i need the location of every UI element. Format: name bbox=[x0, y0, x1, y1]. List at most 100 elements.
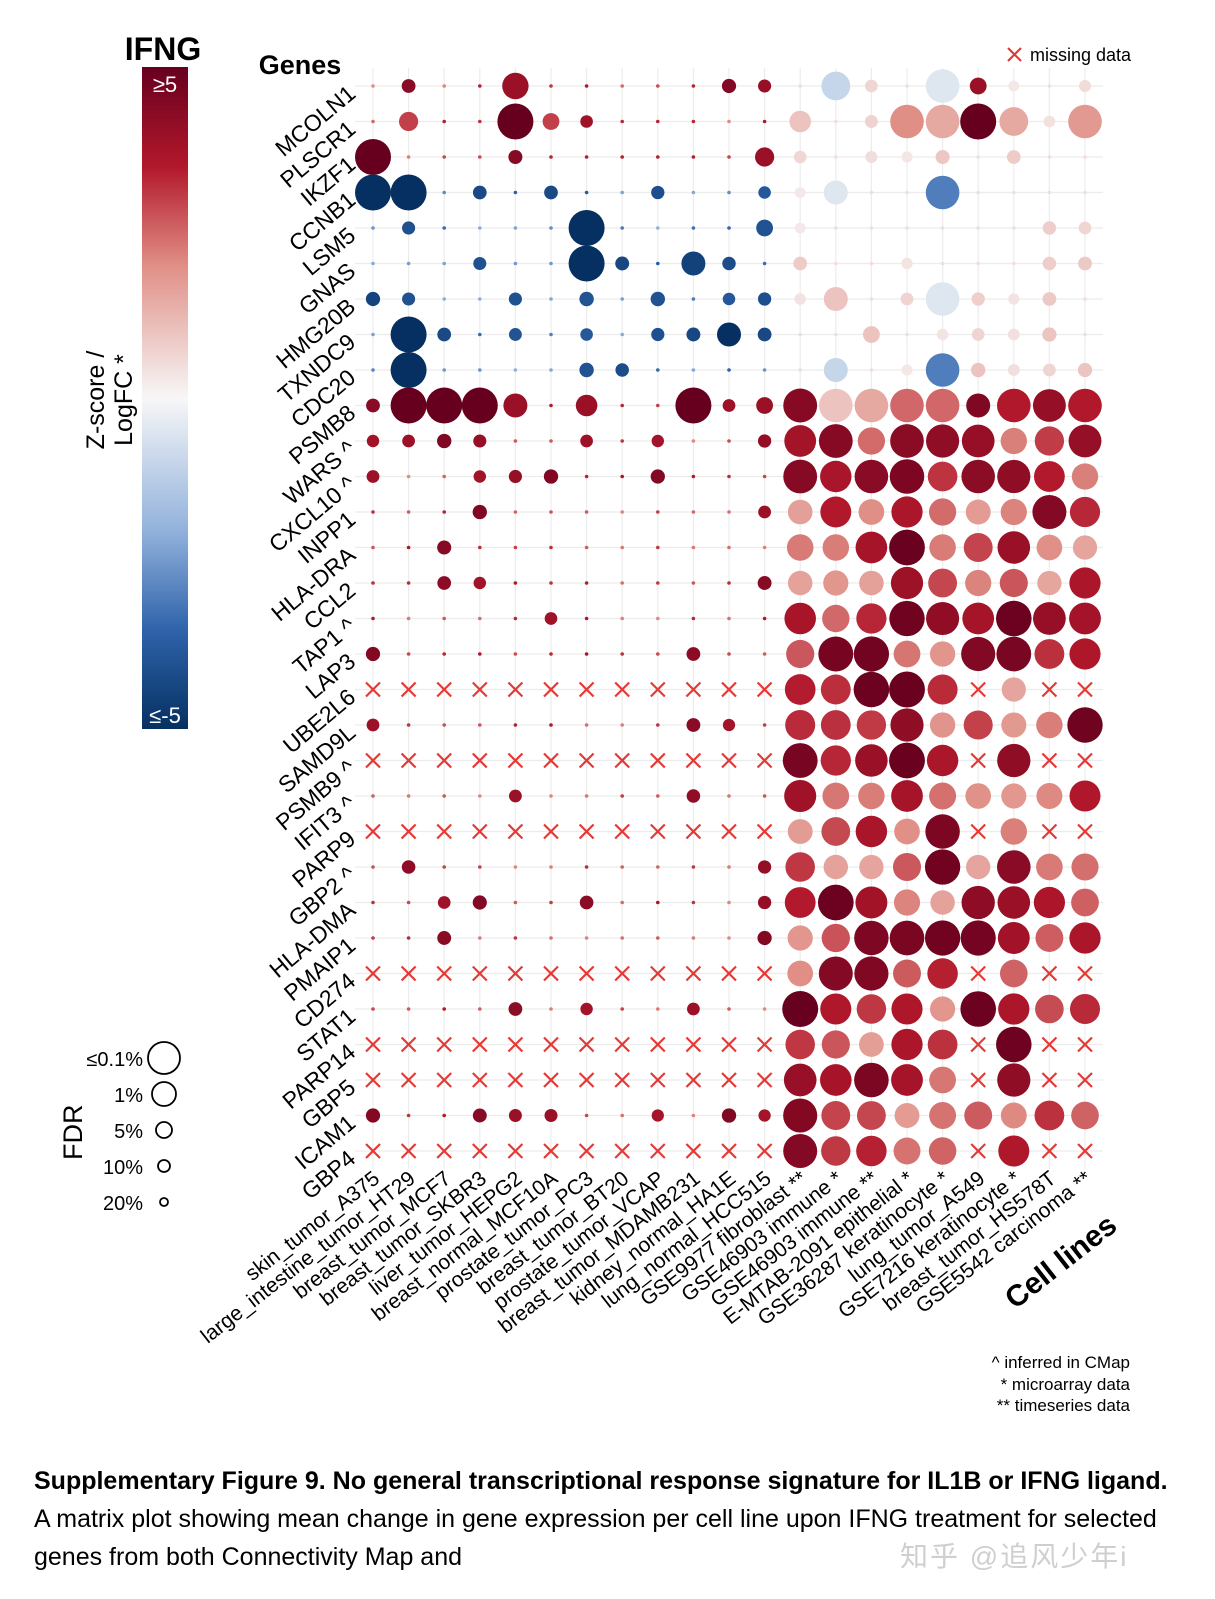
data-dot bbox=[1068, 388, 1102, 423]
watermark-text: 知乎 @追风少年i bbox=[900, 1541, 1129, 1572]
missing-marker bbox=[614, 1072, 630, 1088]
data-dot bbox=[727, 510, 731, 514]
missing-marker bbox=[685, 1072, 702, 1088]
data-dot bbox=[406, 1007, 411, 1011]
missing-marker bbox=[400, 1036, 417, 1053]
data-dot bbox=[472, 185, 487, 200]
data-dot bbox=[355, 174, 391, 211]
data-dot bbox=[722, 256, 736, 271]
data-dot bbox=[503, 393, 528, 418]
data-dot bbox=[686, 647, 701, 661]
data-dot bbox=[1069, 780, 1101, 812]
missing-marker bbox=[756, 1143, 773, 1159]
data-dot bbox=[834, 226, 838, 230]
data-dot bbox=[727, 545, 731, 550]
data-dot bbox=[971, 328, 985, 341]
data-dot bbox=[549, 545, 553, 550]
data-dot bbox=[473, 256, 487, 271]
missing-marker bbox=[756, 823, 773, 840]
data-dot bbox=[1033, 886, 1066, 919]
data-dot bbox=[787, 960, 814, 987]
data-dot bbox=[755, 147, 775, 167]
data-dot bbox=[371, 936, 375, 940]
data-dot bbox=[371, 510, 375, 514]
data-dot bbox=[834, 155, 838, 159]
data-dot bbox=[940, 261, 945, 266]
data-dot bbox=[549, 84, 553, 88]
data-dot bbox=[1012, 190, 1016, 195]
data-dot bbox=[1012, 261, 1016, 266]
data-dot bbox=[406, 581, 411, 585]
data-dot bbox=[834, 119, 838, 124]
data-dot bbox=[823, 570, 849, 596]
data-dot bbox=[727, 155, 731, 159]
data-dot bbox=[783, 1063, 817, 1097]
data-dot bbox=[998, 993, 1030, 1025]
data-dot bbox=[656, 119, 660, 124]
data-dot bbox=[579, 362, 594, 378]
data-dot bbox=[962, 602, 995, 635]
data-dot bbox=[1069, 993, 1101, 1025]
missing-marker bbox=[365, 965, 381, 982]
data-dot bbox=[478, 368, 482, 372]
data-dot bbox=[580, 434, 593, 448]
data-dot bbox=[960, 103, 997, 140]
data-dot bbox=[1032, 389, 1066, 422]
data-dot bbox=[863, 326, 880, 343]
data-dot bbox=[758, 1109, 771, 1122]
data-dot bbox=[584, 723, 589, 727]
data-dot bbox=[722, 292, 736, 306]
data-dot bbox=[442, 652, 447, 656]
data-dot bbox=[390, 352, 427, 388]
data-dot bbox=[819, 388, 853, 423]
data-dot bbox=[399, 111, 419, 132]
data-dot bbox=[371, 226, 375, 230]
missing-marker bbox=[970, 752, 986, 769]
data-dot bbox=[1078, 221, 1092, 235]
data-dot bbox=[1069, 922, 1101, 954]
data-dot bbox=[889, 459, 925, 494]
data-dot bbox=[355, 139, 391, 175]
missing-marker bbox=[507, 1036, 524, 1053]
data-dot bbox=[997, 459, 1031, 494]
data-dot bbox=[822, 604, 850, 633]
data-dot bbox=[854, 459, 889, 494]
data-dot bbox=[856, 1135, 887, 1167]
data-dot bbox=[513, 652, 518, 656]
data-dot bbox=[893, 959, 921, 988]
data-dot bbox=[891, 780, 923, 812]
data-dot bbox=[1042, 221, 1057, 235]
data-dot bbox=[687, 1002, 700, 1016]
data-dot bbox=[758, 505, 772, 519]
data-dot bbox=[928, 568, 958, 598]
data-dot bbox=[478, 616, 482, 621]
data-dot bbox=[891, 1028, 923, 1061]
data-dot bbox=[964, 1101, 993, 1130]
data-dot bbox=[442, 84, 447, 88]
data-dot bbox=[437, 931, 452, 945]
data-dot bbox=[390, 316, 427, 353]
data-dot bbox=[615, 256, 630, 271]
data-dot bbox=[786, 639, 815, 669]
note-timeseries: ** timeseries data bbox=[997, 1396, 1131, 1415]
missing-marker bbox=[365, 823, 381, 840]
data-dot bbox=[821, 1136, 851, 1166]
data-dot bbox=[656, 545, 660, 550]
data-dot bbox=[656, 1007, 660, 1011]
data-dot bbox=[402, 221, 416, 235]
data-dot bbox=[513, 261, 518, 266]
data-dot bbox=[442, 865, 447, 869]
data-dot bbox=[478, 652, 482, 656]
missing-marker bbox=[756, 1072, 773, 1088]
data-dot bbox=[891, 1064, 923, 1096]
data-dot bbox=[818, 956, 853, 991]
data-dot bbox=[461, 387, 498, 424]
data-dot bbox=[891, 993, 923, 1025]
data-dot bbox=[783, 1098, 818, 1133]
missing-marker bbox=[756, 1036, 773, 1053]
missing-marker bbox=[436, 1072, 452, 1088]
data-dot bbox=[869, 297, 874, 301]
data-dot bbox=[442, 297, 447, 301]
data-dot bbox=[366, 398, 380, 413]
missing-marker bbox=[578, 1072, 595, 1088]
